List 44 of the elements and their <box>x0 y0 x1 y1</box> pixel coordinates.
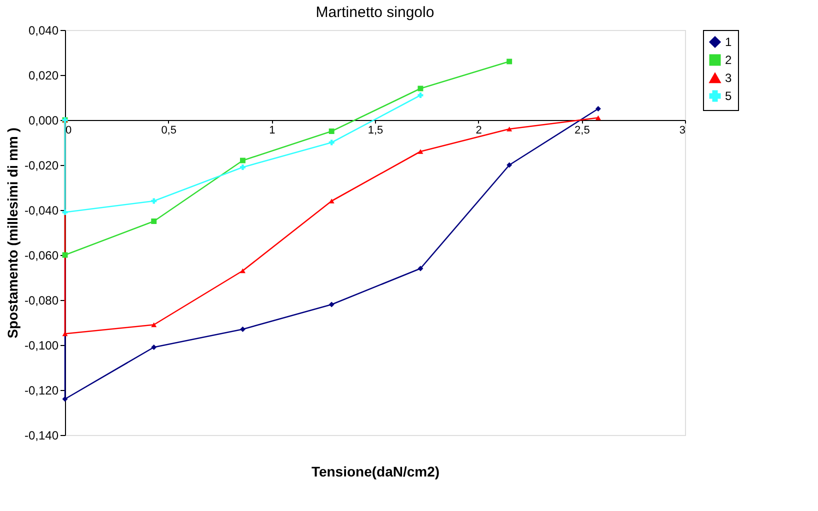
point <box>62 210 68 215</box>
point <box>418 86 424 92</box>
y-axis-title: Spostamento (millesimi di mm ) <box>4 128 20 338</box>
y-tick-label: -0,020 <box>24 158 59 172</box>
point <box>240 164 246 170</box>
y-tick-label: -0,140 <box>24 428 59 442</box>
point <box>328 302 334 308</box>
y-tick-label: 0,000 <box>28 114 59 128</box>
legend-label: 2 <box>725 53 732 67</box>
x-tick-label: 2 <box>476 124 482 136</box>
x-axis-title: Tensione(daN/cm2) <box>311 464 440 480</box>
x-tick-label: 0,5 <box>161 124 176 136</box>
y-tick-label: -0,060 <box>24 248 59 262</box>
y-tick-label: -0,100 <box>24 338 59 352</box>
x-tick-label: 2,5 <box>574 124 590 136</box>
point <box>418 92 424 98</box>
point <box>240 158 246 164</box>
x-tick-label: 1 <box>269 124 276 136</box>
y-tick-label: -0,040 <box>24 204 59 218</box>
y-tick-label: 0,020 <box>28 68 59 82</box>
y-tick-label: 0,040 <box>28 24 59 38</box>
point <box>506 162 512 168</box>
point <box>506 58 512 64</box>
point <box>240 326 246 332</box>
y-tick-label: -0,080 <box>24 294 59 308</box>
point <box>151 218 157 224</box>
legend-label: 3 <box>725 71 732 85</box>
point <box>328 128 334 134</box>
point <box>595 115 601 120</box>
point <box>418 149 424 154</box>
x-tick-label: 0 <box>66 124 72 136</box>
point <box>62 396 68 402</box>
point <box>151 344 157 350</box>
point <box>418 266 424 272</box>
chart-title: Martinetto singolo <box>316 4 434 21</box>
legend-label: 5 <box>725 89 732 103</box>
point <box>506 126 512 132</box>
legend-label: 1 <box>725 35 732 49</box>
x-tick-label: 1,5 <box>368 124 384 136</box>
point <box>240 268 246 274</box>
x-tick-label: 3 <box>679 124 686 136</box>
y-tick-label: -0,120 <box>24 384 59 398</box>
point <box>151 322 157 328</box>
point <box>595 106 601 112</box>
